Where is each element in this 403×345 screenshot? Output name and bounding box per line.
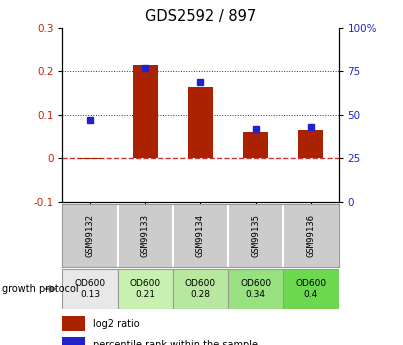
Bar (78, 158, 102, 159)
Text: percentile rank within the sample: percentile rank within the sample (93, 339, 258, 345)
Text: OD600
0.4: OD600 0.4 (295, 279, 326, 299)
Text: GSM99135: GSM99135 (251, 214, 260, 257)
Bar (299, 130, 323, 158)
Bar (173, 269, 228, 309)
Title: GDS2592 / 897: GDS2592 / 897 (145, 9, 256, 24)
Text: GSM99133: GSM99133 (141, 214, 150, 257)
Bar (118, 269, 173, 309)
Text: log2 ratio: log2 ratio (93, 319, 139, 329)
Text: GSM99136: GSM99136 (306, 214, 316, 257)
Bar (133, 65, 158, 158)
Text: OD600
0.21: OD600 0.21 (130, 279, 161, 299)
Bar (62, 316, 85, 331)
Text: OD600
0.13: OD600 0.13 (75, 279, 106, 299)
Bar (283, 269, 339, 309)
Text: growth protocol: growth protocol (2, 284, 79, 294)
Bar (243, 132, 268, 158)
Bar (188, 87, 213, 158)
Bar (228, 269, 283, 309)
Text: OD600
0.28: OD600 0.28 (185, 279, 216, 299)
Bar (62, 337, 85, 345)
Text: OD600
0.34: OD600 0.34 (240, 279, 271, 299)
Text: GSM99134: GSM99134 (196, 214, 205, 257)
Bar (62, 269, 118, 309)
Text: GSM99132: GSM99132 (85, 214, 95, 257)
